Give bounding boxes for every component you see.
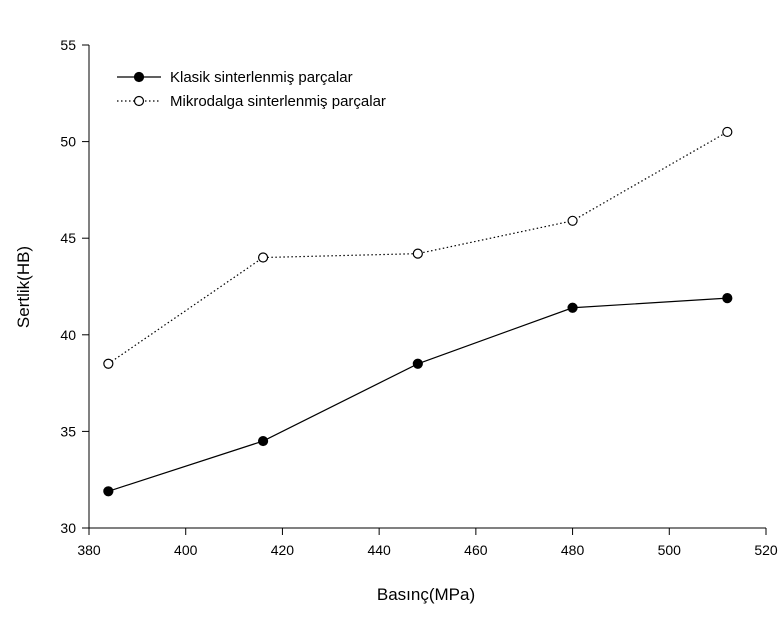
data-point: [412, 358, 423, 369]
y-tick-label: 50: [60, 134, 76, 150]
series-layer: [103, 126, 733, 497]
data-point: [103, 358, 114, 369]
data-point: [567, 302, 578, 313]
y-tick-label: 30: [60, 520, 76, 536]
y-axis-label: Sertlik(HB): [14, 246, 33, 328]
legend-label: Klasik sinterlenmiş parçalar: [170, 69, 353, 86]
legend-entry: Mikrodalga sinterlenmiş parçalar: [117, 93, 386, 110]
x-axis-label: Basınç(MPa): [377, 585, 475, 604]
data-point: [722, 126, 733, 138]
x-tick-label: 480: [561, 542, 585, 558]
data-point: [257, 435, 269, 447]
data-point: [412, 248, 423, 259]
legend-marker: [133, 71, 145, 83]
y-tick-label: 40: [60, 327, 76, 343]
y-tick-label: 55: [60, 37, 76, 53]
x-tick-label: 500: [658, 542, 682, 558]
x-tick-label: 400: [174, 542, 198, 558]
series-line: [108, 297, 728, 492]
x-tick-label: 420: [271, 542, 295, 558]
x-tick-label: 380: [77, 542, 101, 558]
axes: [88, 45, 766, 529]
series-2: [103, 126, 733, 369]
x-tick-label: 460: [464, 542, 488, 558]
data-point: [567, 215, 578, 226]
legend-label: Mikrodalga sinterlenmiş parçalar: [170, 93, 386, 110]
data-point: [722, 292, 733, 304]
data-point: [257, 252, 269, 263]
legend: Klasik sinterlenmiş parçalar Mikrodalga s…: [117, 69, 386, 110]
x-tick-label: 440: [367, 542, 391, 558]
ticks: 380 400 420 440 460 480 500 520 30 35 40 45 50 55: [60, 37, 777, 558]
series-line: [108, 131, 728, 365]
legend-marker: [133, 95, 145, 107]
x-tick-label: 520: [754, 542, 778, 558]
y-tick-label: 45: [60, 230, 76, 246]
data-point: [103, 486, 114, 497]
series-1: [103, 292, 733, 497]
y-tick-label: 35: [60, 423, 76, 439]
legend-entry: Klasik sinterlenmiş parçalar: [117, 69, 353, 86]
